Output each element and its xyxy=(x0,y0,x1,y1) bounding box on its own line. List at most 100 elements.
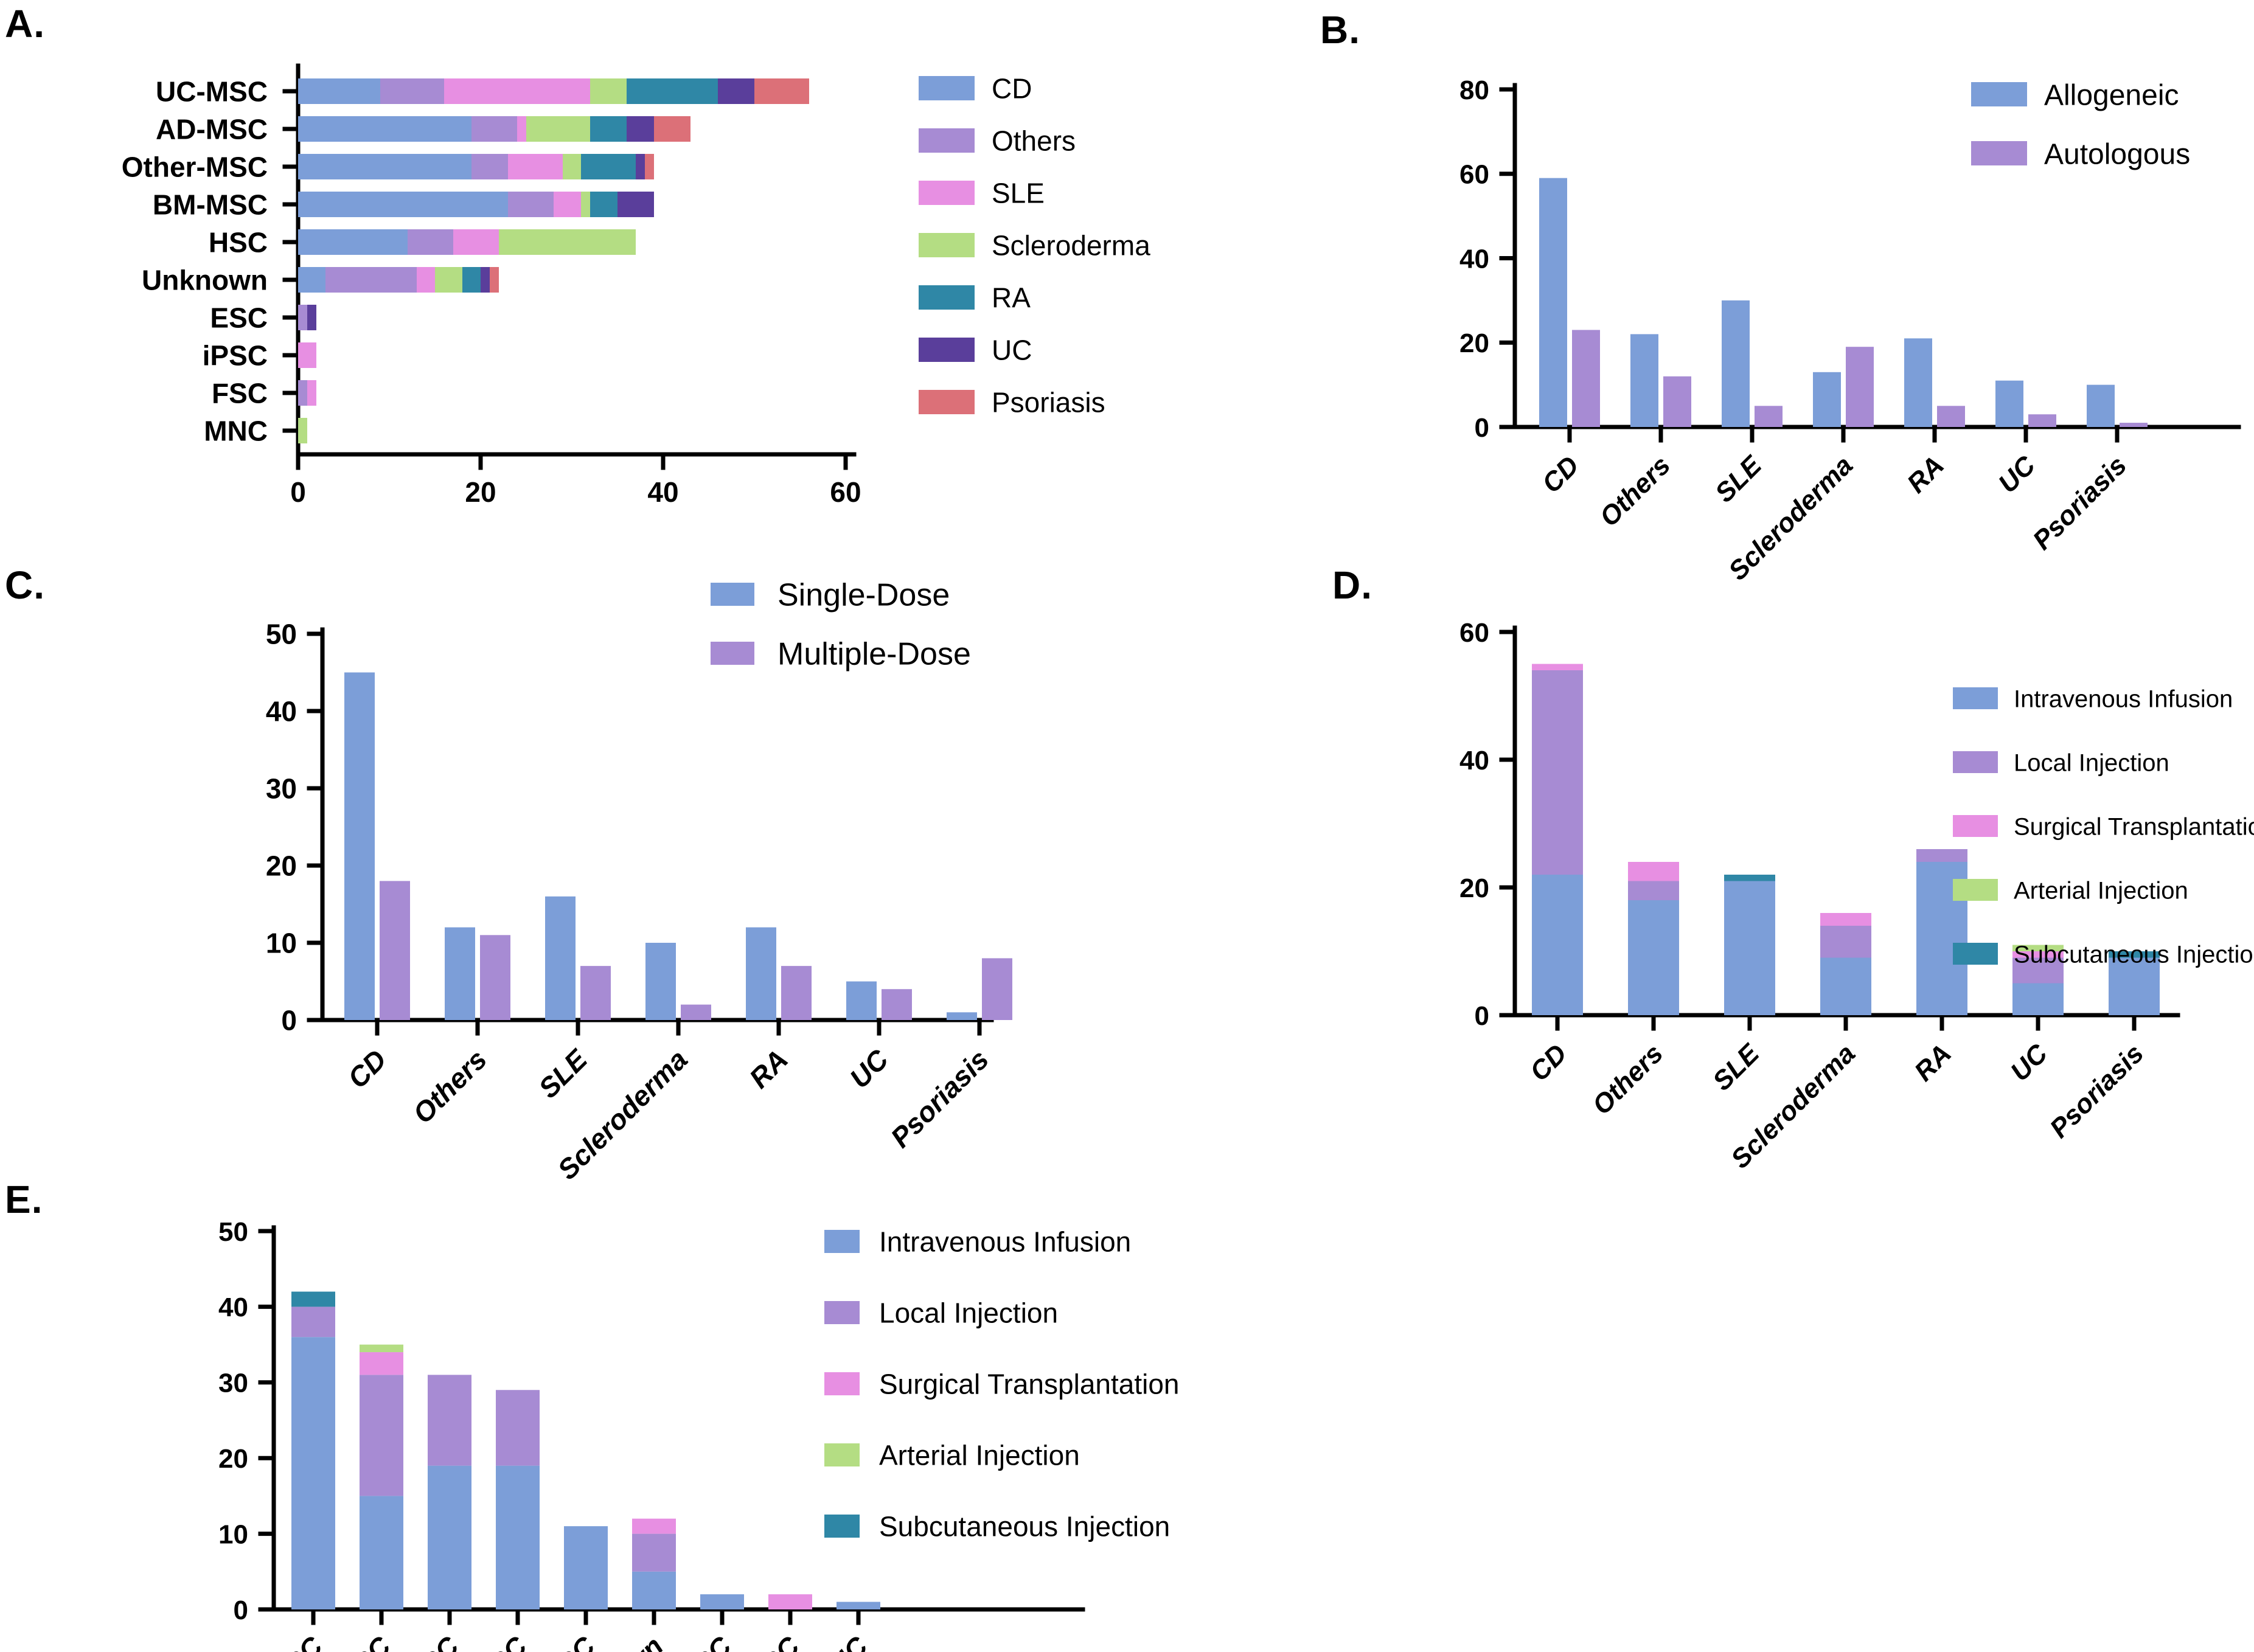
category-label: Psoriasis xyxy=(2027,450,2132,555)
legend-label: Local Injection xyxy=(2014,749,2169,776)
bar-segment xyxy=(1628,881,1679,900)
tick-label: 30 xyxy=(266,773,297,805)
tick-label: 40 xyxy=(1459,244,1489,274)
category-label: ESC xyxy=(742,1630,805,1652)
bar-segment xyxy=(590,192,617,217)
bar-segment xyxy=(554,192,581,217)
tick-label: 80 xyxy=(1459,75,1489,105)
bar-segment xyxy=(947,1012,977,1020)
bar-segment xyxy=(617,192,654,217)
bar-segment xyxy=(508,154,563,179)
bar-segment xyxy=(2012,983,2064,1015)
bar-segment xyxy=(846,981,877,1020)
legend-swatch xyxy=(824,1372,860,1395)
bar-segment xyxy=(718,78,754,104)
tick-label: 0 xyxy=(290,476,306,508)
legend-label: Surgical Transplantation xyxy=(2014,813,2254,840)
tick-label: 20 xyxy=(1459,328,1489,358)
bar-segment xyxy=(417,267,435,293)
tick-label: 50 xyxy=(218,1217,248,1247)
bar-segment xyxy=(298,267,325,293)
bar-segment xyxy=(445,927,475,1020)
bar-segment xyxy=(681,1004,711,1020)
legend-label: RA xyxy=(992,282,1031,314)
bar-segment xyxy=(291,1337,335,1609)
category-label: CD xyxy=(1524,1038,1573,1087)
bar-segment xyxy=(1539,178,1567,427)
category-label: RA xyxy=(1908,1038,1957,1087)
tick-label: 0 xyxy=(1475,1001,1489,1031)
category-label: UC xyxy=(1992,450,2041,499)
bar-segment xyxy=(1628,900,1679,1015)
category-label: HSC xyxy=(537,1630,602,1652)
category-label: SLE xyxy=(532,1043,594,1104)
legend-swatch xyxy=(919,285,975,310)
bar-segment xyxy=(1532,664,1583,670)
bar-segment xyxy=(298,116,471,142)
bar-segment xyxy=(428,1465,471,1609)
bar-segment xyxy=(982,958,1012,1020)
tick-label: 60 xyxy=(830,476,861,508)
legend-label: Surgical Transplantation xyxy=(879,1369,1180,1400)
category-label: UC xyxy=(843,1043,894,1094)
bar-segment xyxy=(428,1375,471,1466)
bar-segment xyxy=(360,1352,403,1375)
bar-segment xyxy=(632,1571,676,1609)
tick-label: 40 xyxy=(218,1293,248,1322)
bar-segment xyxy=(508,192,554,217)
bar-segment xyxy=(496,1390,540,1466)
legend-swatch xyxy=(1971,141,2027,165)
legend-swatch xyxy=(824,1301,860,1324)
legend-swatch xyxy=(919,338,975,362)
category-label: Psoriasis xyxy=(885,1043,995,1153)
category-label: iPSC xyxy=(669,1630,737,1652)
bar-segment xyxy=(632,1533,676,1572)
legend-swatch xyxy=(1953,751,1998,773)
bar-segment xyxy=(298,305,307,330)
bar-segment xyxy=(408,229,453,255)
bar-segment xyxy=(590,116,627,142)
bar-segment xyxy=(654,116,690,142)
legend-label: Arterial Injection xyxy=(879,1440,1080,1471)
tick-label: 30 xyxy=(218,1369,248,1398)
legend-label: Single-Dose xyxy=(777,578,950,613)
bar-segment xyxy=(471,154,508,179)
bar-segment xyxy=(1755,406,1783,427)
bar-segment xyxy=(298,418,307,443)
bar-segment xyxy=(545,896,576,1020)
chart-panel-e: 01020304050UC-MSCAD-MSCBM-MSCOther-MSCHS… xyxy=(218,1217,1180,1652)
bar-segment xyxy=(700,1594,744,1609)
panel-label-e: E. xyxy=(5,1178,43,1221)
bar-segment xyxy=(462,267,481,293)
bar-segment xyxy=(298,192,508,217)
bar-segment xyxy=(768,1594,812,1609)
legend-label: Others xyxy=(992,125,1076,157)
bar-segment xyxy=(837,1602,880,1609)
panel-label-b: B. xyxy=(1320,8,1360,52)
bar-segment xyxy=(435,267,462,293)
category-label: FSC xyxy=(212,378,268,409)
category-label: MNC xyxy=(806,1630,874,1652)
bar-segment xyxy=(781,966,812,1020)
bar-segment xyxy=(564,1526,608,1609)
tick-label: 20 xyxy=(266,850,297,882)
category-label: ESC xyxy=(210,302,268,334)
category-label: HSC xyxy=(209,227,268,259)
legend-swatch xyxy=(1953,815,1998,837)
panel-label-c: C. xyxy=(5,563,45,607)
bar-segment xyxy=(1724,881,1775,1015)
category-label: SLE xyxy=(1707,1038,1765,1096)
bar-segment xyxy=(645,154,654,179)
category-label: AD-MSC xyxy=(156,114,268,145)
tick-label: 20 xyxy=(1459,873,1489,903)
legend-label: Multiple-Dose xyxy=(777,637,971,672)
bar-segment xyxy=(882,989,912,1020)
bar-segment xyxy=(481,267,490,293)
legend-label: Autologous xyxy=(2044,138,2190,170)
bar-segment xyxy=(1904,338,1932,427)
bar-segment xyxy=(1820,957,1871,1015)
bar-segment xyxy=(2109,951,2160,958)
legend-label: SLE xyxy=(992,178,1045,209)
bar-segment xyxy=(645,943,676,1020)
